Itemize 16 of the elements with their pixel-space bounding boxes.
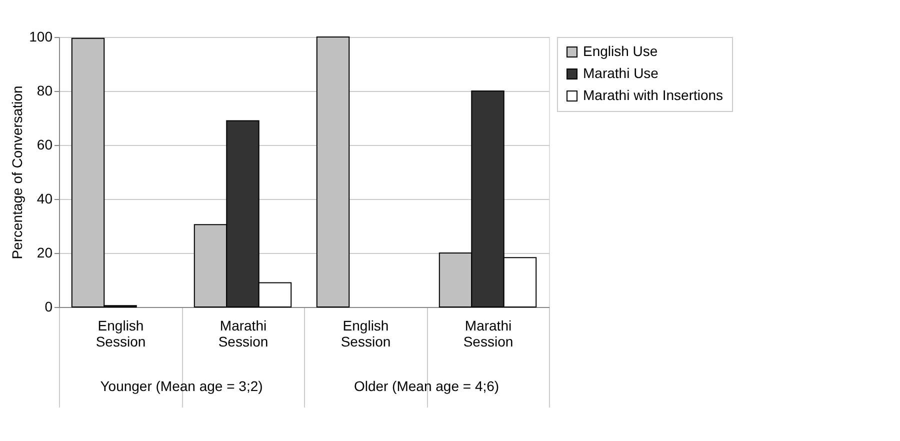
y-axis-title: Percentage of Conversation xyxy=(9,86,26,260)
x-tick-label: English Session xyxy=(340,318,391,350)
text: Older (Mean age = 4;6) xyxy=(354,378,500,394)
text: Younger (Mean age = 3;2) xyxy=(100,378,263,394)
y-tick-label: 80 xyxy=(36,82,53,98)
y-tick-label: 100 xyxy=(29,28,53,44)
y-tick-label: 20 xyxy=(36,244,53,260)
y-tick-label: 0 xyxy=(44,298,53,314)
y-tick-label: 40 xyxy=(36,190,53,206)
x-tick-label: English Session xyxy=(96,318,146,350)
x-tick-label: Marathi Session xyxy=(218,318,268,350)
legend-label: Marathi with Insertions xyxy=(583,87,724,103)
x-tick-label: Marathi Session xyxy=(463,318,514,350)
legend-label: English Use xyxy=(583,43,658,59)
legend-label: Marathi Use xyxy=(583,65,659,81)
y-tick-label: 60 xyxy=(36,136,53,152)
